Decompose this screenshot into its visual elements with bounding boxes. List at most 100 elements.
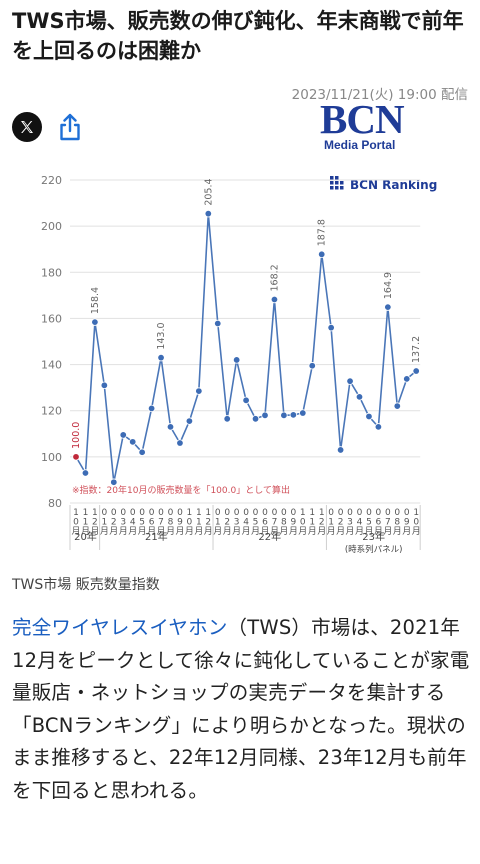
x-tick-label: 0 (394, 508, 400, 518)
x-tick-label: 月 (402, 526, 411, 537)
x-tick-label: 1 (196, 508, 202, 518)
data-point (110, 478, 118, 486)
x-tick-label: 月 (138, 526, 147, 537)
data-point (393, 402, 401, 410)
x-tick-label: 7 (385, 518, 391, 528)
x-tick-label: 5 (253, 518, 259, 528)
x-tick-label: 月 (317, 526, 326, 537)
x-tick-label: 1 (328, 518, 334, 528)
x-tick-label: 0 (158, 508, 164, 518)
data-point (223, 415, 231, 423)
x-tick-label: 1 (187, 508, 193, 518)
x-tick-label: 6 (262, 518, 268, 528)
data-label: 100.0 (71, 422, 82, 449)
data-point (204, 209, 212, 218)
data-label: 137.2 (411, 336, 422, 363)
data-label: 143.0 (156, 322, 167, 349)
x-tick-label: 2 (92, 518, 98, 528)
x-tick-label: 8 (281, 518, 287, 528)
data-point (308, 362, 316, 370)
x-tick-label: 0 (300, 518, 306, 528)
x-tick-label: 0 (234, 508, 240, 518)
x-logo-icon[interactable] (12, 112, 42, 142)
brand-mark-square (335, 181, 339, 185)
x-tick-label: 0 (149, 508, 155, 518)
x-tick-label: 1 (205, 508, 211, 518)
data-point (318, 250, 326, 258)
x-tick-label: 0 (177, 508, 183, 518)
x-tick-label: 月 (157, 526, 166, 537)
data-point (100, 381, 109, 390)
y-tick-label: 160 (41, 312, 62, 325)
x-tick-label: 4 (357, 518, 363, 528)
x-tick-label: 月 (279, 526, 288, 537)
x-tick-label: 0 (290, 508, 296, 518)
data-point (138, 448, 146, 456)
brand-mark-square (335, 176, 339, 180)
share-icon[interactable] (56, 112, 84, 142)
year-label: 20年 (74, 530, 97, 543)
article-headline: TWS市場、販売数の伸び鈍化、年末商戦で前年を上回るのは困難か (12, 9, 464, 63)
y-tick-label: 100 (41, 451, 62, 464)
x-tick-label: 0 (357, 508, 363, 518)
x-tick-label: 1 (196, 518, 202, 528)
data-label: 158.4 (90, 287, 101, 314)
x-tick-label: 1 (83, 518, 89, 528)
year-label: 23年 (362, 530, 385, 543)
x-tick-label: 月 (260, 526, 269, 537)
data-point (119, 431, 127, 439)
data-point (261, 411, 269, 420)
y-tick-label: 180 (41, 266, 62, 279)
x-tick-label: 0 (168, 508, 174, 518)
x-tick-label: 1 (413, 508, 419, 518)
x-tick-label: 月 (213, 526, 222, 537)
x-tick-label: 0 (120, 508, 126, 518)
article-body-rest: （TWS）市場は、2021年12月をピークとして徐々に鈍化していることが家電量販… (12, 616, 470, 802)
x-tick-label: 9 (177, 518, 183, 528)
x-tick-label: 0 (281, 508, 287, 518)
year-label: 21年 (145, 530, 168, 543)
x-tick-label: 9 (404, 518, 410, 528)
data-point (374, 423, 383, 431)
x-tick-label: 月 (223, 526, 232, 537)
data-point (384, 303, 392, 311)
data-point (157, 353, 165, 362)
x-tick-label: 月 (298, 526, 307, 537)
brand-mark-square (340, 181, 344, 185)
x-tick-label: 月 (374, 526, 383, 537)
x-tick-label: 0 (253, 508, 259, 518)
brand-mark-square (330, 176, 334, 180)
x-tick-label: 0 (130, 508, 136, 518)
x-tick-label: 1 (319, 508, 325, 518)
x-tick-label: 月 (166, 526, 175, 537)
data-label: 168.2 (269, 264, 280, 291)
data-point (147, 404, 156, 413)
tws-keyword-link[interactable]: 完全ワイヤレスイヤホン (12, 616, 228, 639)
y-tick-label: 200 (41, 220, 62, 233)
x-tick-label: 0 (376, 508, 382, 518)
x-tick-label: 4 (130, 518, 136, 528)
data-point (195, 387, 203, 395)
x-tick-label: 3 (347, 518, 353, 528)
x-tick-label: 0 (366, 508, 372, 518)
x-tick-label: 1 (92, 508, 98, 518)
chart-caption: TWS市場 販売数量指数 (12, 577, 160, 593)
data-label: 205.4 (203, 178, 214, 205)
sales-index-chart: BCN Ranking 80 100 120 140 160 180 200 220 ※指数：20… (0, 160, 480, 565)
data-point (166, 423, 175, 431)
x-tick-label: 1 (101, 518, 107, 528)
x-tick-label: 1 (83, 508, 89, 518)
x-tick-label: 月 (412, 526, 421, 537)
x-tick-label: 月 (109, 526, 118, 537)
x-tick-label: 5 (139, 518, 145, 528)
article-body: 完全ワイヤレスイヤホン（TWS）市場は、2021年12月をピークとして徐々に鈍化… (12, 612, 472, 807)
x-tick-label: 7 (272, 518, 278, 528)
x-tick-label: 0 (262, 508, 268, 518)
x-tick-label: 月 (185, 526, 194, 537)
x-tick-label: 月 (327, 526, 336, 537)
data-point (270, 295, 279, 304)
x-tick-label: 0 (385, 508, 391, 518)
data-point (299, 409, 307, 417)
x-tick-label: 月 (100, 526, 109, 537)
x-tick-label: 2 (111, 518, 117, 528)
